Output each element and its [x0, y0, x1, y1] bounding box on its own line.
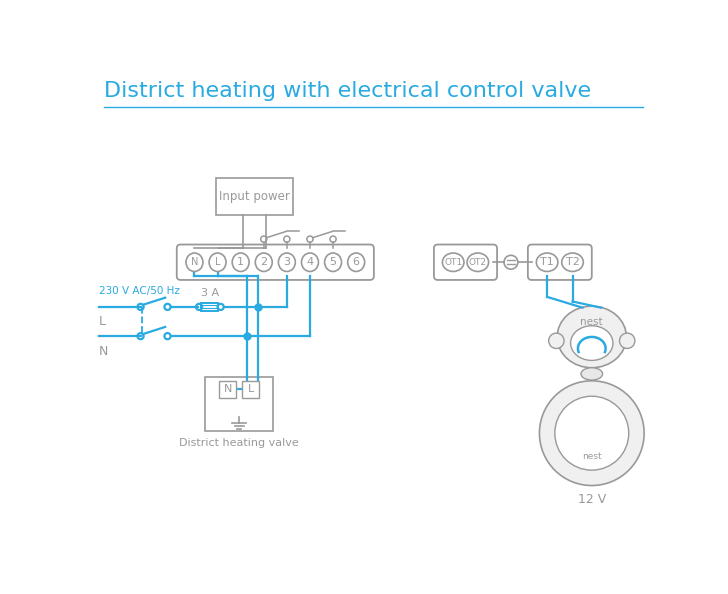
Circle shape [555, 396, 629, 470]
Ellipse shape [571, 326, 613, 361]
Ellipse shape [557, 306, 626, 368]
Ellipse shape [325, 253, 341, 271]
Text: 12 V: 12 V [577, 493, 606, 506]
Ellipse shape [232, 253, 249, 271]
FancyBboxPatch shape [434, 245, 497, 280]
Bar [202, 303, 218, 311]
Text: 5: 5 [330, 257, 336, 267]
Text: OT2: OT2 [469, 258, 487, 267]
Ellipse shape [562, 253, 583, 271]
Text: 2: 2 [260, 257, 267, 267]
Text: T1: T1 [540, 257, 554, 267]
Text: T2: T2 [566, 257, 579, 267]
Text: N: N [99, 345, 108, 358]
Ellipse shape [278, 253, 296, 271]
Bar [242, 381, 259, 398]
Ellipse shape [581, 368, 603, 380]
Ellipse shape [348, 253, 365, 271]
Ellipse shape [467, 253, 488, 271]
Bar [219, 381, 236, 398]
FancyBboxPatch shape [177, 245, 374, 280]
Text: District heating valve: District heating valve [179, 438, 299, 448]
Ellipse shape [186, 253, 203, 271]
Text: 1: 1 [237, 257, 244, 267]
Text: N: N [191, 257, 198, 267]
Text: District heating with electrical control valve: District heating with electrical control… [103, 81, 590, 100]
Text: N: N [223, 384, 232, 394]
Circle shape [620, 333, 635, 349]
Text: L: L [248, 384, 254, 394]
Circle shape [549, 333, 564, 349]
Text: 3: 3 [283, 257, 290, 267]
Text: L: L [99, 315, 106, 328]
Text: 230 V AC/50 Hz: 230 V AC/50 Hz [99, 286, 180, 296]
Ellipse shape [256, 253, 272, 271]
Text: 3 A: 3 A [201, 289, 219, 298]
Bar [205, 377, 273, 431]
Circle shape [539, 381, 644, 485]
Ellipse shape [209, 253, 226, 271]
Text: 4: 4 [306, 257, 314, 267]
Text: 6: 6 [352, 257, 360, 267]
Text: nest: nest [580, 317, 603, 327]
Bar [216, 178, 293, 215]
Text: L: L [215, 257, 221, 267]
Text: Input power: Input power [219, 190, 290, 203]
Text: nest: nest [582, 452, 601, 461]
Text: OT1: OT1 [444, 258, 462, 267]
Ellipse shape [301, 253, 318, 271]
FancyBboxPatch shape [528, 245, 592, 280]
Ellipse shape [537, 253, 558, 271]
Ellipse shape [443, 253, 464, 271]
